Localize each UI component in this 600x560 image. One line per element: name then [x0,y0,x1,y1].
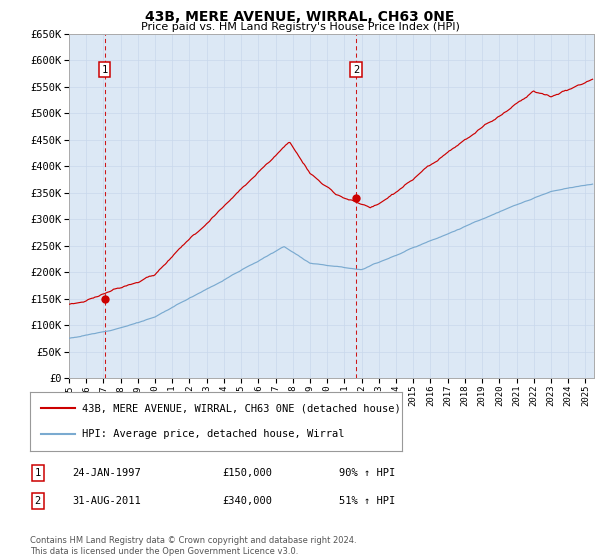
Text: 43B, MERE AVENUE, WIRRAL, CH63 0NE (detached house): 43B, MERE AVENUE, WIRRAL, CH63 0NE (deta… [82,403,401,413]
Text: 31-AUG-2011: 31-AUG-2011 [72,496,141,506]
Text: £340,000: £340,000 [222,496,272,506]
Text: 1: 1 [101,65,108,75]
Text: £150,000: £150,000 [222,468,272,478]
Text: 90% ↑ HPI: 90% ↑ HPI [339,468,395,478]
Text: 24-JAN-1997: 24-JAN-1997 [72,468,141,478]
Text: 43B, MERE AVENUE, WIRRAL, CH63 0NE: 43B, MERE AVENUE, WIRRAL, CH63 0NE [145,10,455,24]
Text: Price paid vs. HM Land Registry's House Price Index (HPI): Price paid vs. HM Land Registry's House … [140,22,460,32]
Text: Contains HM Land Registry data © Crown copyright and database right 2024.
This d: Contains HM Land Registry data © Crown c… [30,536,356,556]
Text: 1: 1 [35,468,41,478]
Text: 2: 2 [35,496,41,506]
Text: 2: 2 [353,65,359,75]
Text: 51% ↑ HPI: 51% ↑ HPI [339,496,395,506]
Text: HPI: Average price, detached house, Wirral: HPI: Average price, detached house, Wirr… [82,430,344,440]
